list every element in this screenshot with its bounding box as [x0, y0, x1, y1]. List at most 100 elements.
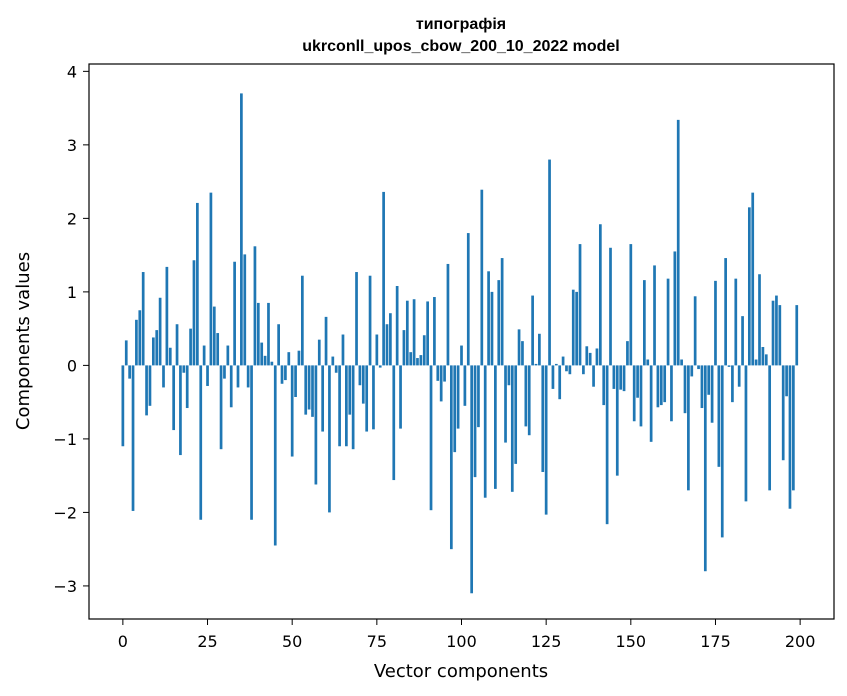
- bar-87: [416, 358, 419, 366]
- bar-135: [578, 244, 582, 366]
- bar-14: [168, 347, 172, 366]
- bar-180: [731, 365, 734, 403]
- bar-103: [470, 365, 474, 594]
- bar-159: [659, 365, 663, 406]
- bar-90: [426, 301, 429, 366]
- bar-81: [395, 286, 399, 366]
- bar-173: [707, 365, 711, 395]
- bar-64: [338, 365, 341, 447]
- x-tick-label: 50: [282, 632, 302, 651]
- bar-155: [646, 359, 650, 366]
- bar-197: [788, 365, 792, 509]
- bar-0: [121, 365, 125, 447]
- bar-186: [751, 192, 755, 366]
- bar-177: [720, 365, 724, 538]
- bar-150: [629, 244, 633, 366]
- bar-168: [690, 365, 694, 377]
- bar-84: [405, 300, 409, 366]
- bar-88: [419, 355, 423, 366]
- bar-77: [382, 191, 385, 366]
- bar-153: [639, 365, 643, 427]
- bar-156: [649, 365, 653, 442]
- bar-143: [605, 365, 609, 525]
- bar-85: [409, 352, 413, 366]
- bar-59: [321, 365, 325, 432]
- bar-96: [446, 263, 450, 366]
- bar-124: [541, 365, 545, 472]
- bar-151: [632, 365, 636, 422]
- bar-39: [253, 246, 257, 366]
- bar-144: [609, 247, 612, 366]
- bar-179: [727, 365, 731, 367]
- bar-120: [527, 365, 531, 436]
- bar-140: [595, 348, 599, 366]
- bar-154: [643, 280, 646, 366]
- bar-164: [676, 119, 680, 366]
- bar-193: [775, 295, 778, 366]
- bar-75: [375, 334, 379, 366]
- bar-101: [463, 365, 467, 406]
- bar-183: [741, 316, 744, 366]
- bar-91: [429, 365, 433, 511]
- bar-122: [534, 363, 538, 366]
- bar-1: [124, 340, 128, 366]
- bar-57: [314, 365, 318, 485]
- bar-157: [653, 265, 656, 366]
- y-tick-label: 1: [67, 283, 77, 302]
- bar-131: [565, 365, 568, 372]
- bar-133: [571, 289, 575, 366]
- x-tick-label: 125: [531, 632, 562, 651]
- bar-74: [372, 365, 375, 430]
- bar-147: [619, 365, 623, 390]
- bar-94: [439, 365, 443, 402]
- bar-53: [300, 275, 304, 366]
- bar-194: [778, 305, 782, 366]
- bar-118: [521, 341, 524, 366]
- bar-45: [273, 365, 277, 546]
- bar-30: [223, 365, 226, 379]
- bar-62: [331, 356, 335, 366]
- bar-2: [128, 365, 131, 379]
- bar-9: [151, 337, 155, 366]
- bar-31: [226, 345, 230, 366]
- bar-190: [764, 354, 768, 366]
- bar-167: [687, 365, 690, 491]
- bar-89: [422, 335, 426, 366]
- bar-98: [453, 365, 457, 453]
- bar-58: [317, 339, 321, 366]
- bar-129: [558, 365, 562, 400]
- bar-17: [179, 365, 182, 456]
- bar-104: [473, 365, 477, 478]
- bar-112: [500, 258, 504, 366]
- bar-161: [666, 278, 670, 366]
- bar-110: [494, 365, 497, 489]
- bar-191: [768, 365, 772, 491]
- bar-184: [744, 365, 748, 502]
- bar-114: [507, 365, 511, 386]
- bar-199: [795, 305, 799, 366]
- bar-95: [443, 365, 446, 382]
- x-tick-label: 150: [616, 632, 647, 651]
- bar-38: [250, 365, 253, 520]
- x-axis: 0 25 50 75 100 125 150 175 200: [118, 619, 815, 651]
- bar-174: [710, 365, 714, 423]
- bar-137: [585, 346, 589, 366]
- bar-37: [246, 365, 250, 388]
- bar-16: [175, 324, 179, 366]
- bar-119: [524, 365, 528, 427]
- bar-100: [460, 345, 463, 366]
- bar-166: [683, 365, 687, 414]
- bar-25: [206, 365, 209, 386]
- bar-76: [378, 365, 382, 368]
- chart-title: типографія: [416, 16, 506, 33]
- bar-23: [199, 365, 203, 520]
- x-tick-label: 25: [197, 632, 217, 651]
- bar-61: [328, 365, 331, 513]
- bar-170: [697, 365, 700, 370]
- bar-63: [334, 365, 338, 373]
- bar-106: [480, 189, 484, 366]
- bar-51: [294, 365, 297, 397]
- bar-171: [700, 365, 704, 409]
- bar-198: [792, 365, 795, 491]
- bar-73: [368, 275, 372, 366]
